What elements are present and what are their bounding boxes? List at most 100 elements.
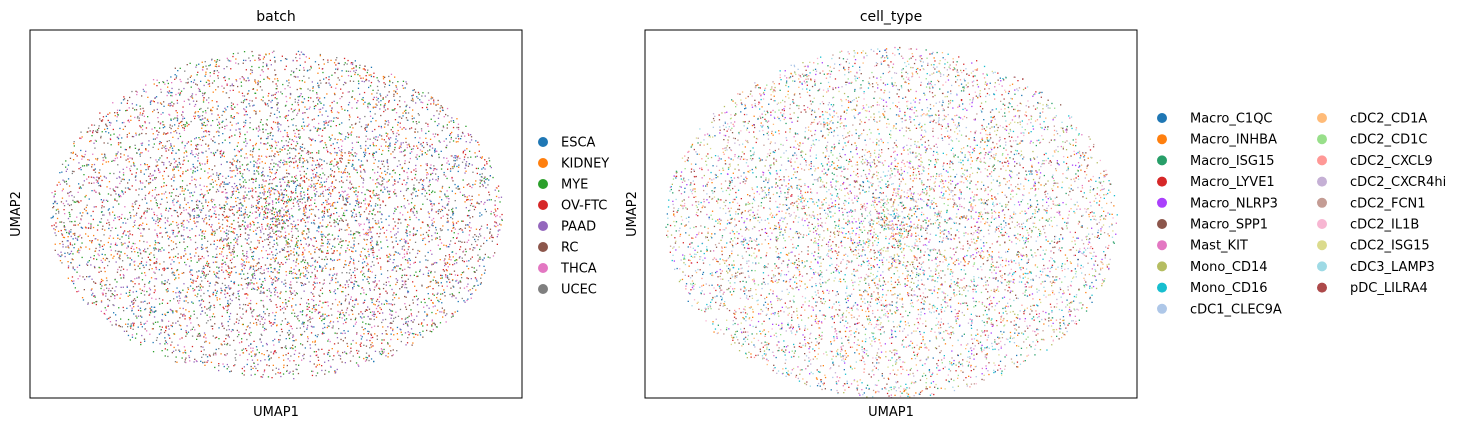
point-esca bbox=[425, 259, 427, 261]
point-paad bbox=[187, 202, 189, 204]
point-ov-ftc bbox=[272, 323, 274, 325]
point-ov-ftc bbox=[413, 145, 415, 147]
point-mye bbox=[281, 140, 283, 142]
point-kidney bbox=[268, 187, 270, 190]
point-rc bbox=[226, 342, 229, 345]
point-thca bbox=[283, 159, 285, 161]
point-thca bbox=[116, 157, 118, 159]
point-thca bbox=[364, 360, 367, 362]
point-mye bbox=[328, 233, 330, 235]
point-kidney bbox=[264, 162, 266, 164]
point-ucec bbox=[354, 71, 357, 74]
point-rc bbox=[242, 101, 244, 104]
point-rc bbox=[148, 175, 150, 177]
point-rc bbox=[287, 172, 290, 175]
point-esca bbox=[390, 310, 392, 312]
point-ov-ftc bbox=[287, 119, 289, 122]
point-thca bbox=[160, 213, 162, 215]
point-mye bbox=[180, 90, 183, 92]
point-ov-ftc bbox=[406, 274, 408, 276]
point-paad bbox=[71, 194, 73, 197]
point-ucec bbox=[217, 176, 219, 178]
point-kidney bbox=[272, 364, 274, 366]
point-esca bbox=[282, 194, 284, 196]
point-ov-ftc bbox=[160, 142, 162, 144]
point-rc bbox=[148, 228, 150, 230]
point-kidney bbox=[290, 267, 292, 269]
point-thca bbox=[185, 361, 187, 364]
point-rc bbox=[366, 239, 368, 241]
point-thca bbox=[443, 140, 445, 142]
point-ov-ftc bbox=[297, 164, 299, 167]
point-ucec bbox=[208, 97, 210, 99]
point-kidney bbox=[426, 172, 428, 174]
point-paad bbox=[309, 347, 312, 349]
point-rc bbox=[53, 206, 55, 208]
point-kidney bbox=[210, 233, 213, 236]
point-thca bbox=[497, 233, 499, 236]
point-thca bbox=[182, 116, 184, 118]
point-mye bbox=[274, 208, 277, 210]
point-paad bbox=[93, 142, 95, 144]
point-kidney bbox=[277, 371, 279, 374]
point-ucec bbox=[187, 302, 189, 304]
point-ov-ftc bbox=[369, 196, 372, 198]
point-thca bbox=[352, 258, 355, 260]
point-rc bbox=[252, 156, 254, 158]
point-paad bbox=[246, 142, 248, 145]
point-rc bbox=[168, 149, 170, 151]
point-mye bbox=[413, 206, 415, 208]
point-paad bbox=[284, 285, 287, 287]
point-paad bbox=[312, 138, 314, 140]
point-kidney bbox=[308, 251, 310, 253]
point-mye bbox=[234, 106, 236, 108]
point-thca bbox=[257, 130, 259, 132]
point-paad bbox=[330, 120, 332, 122]
point-kidney bbox=[203, 124, 205, 126]
point-esca bbox=[305, 274, 307, 276]
point-kidney bbox=[95, 158, 97, 160]
point-mye bbox=[120, 251, 122, 253]
point-thca bbox=[171, 95, 173, 97]
point-esca bbox=[440, 150, 442, 152]
point-ov-ftc bbox=[231, 191, 233, 193]
point-paad bbox=[355, 69, 357, 71]
point-mye bbox=[321, 292, 324, 295]
point-ucec bbox=[134, 203, 137, 205]
point-kidney bbox=[87, 159, 89, 161]
point-ov-ftc bbox=[131, 234, 134, 236]
point-esca bbox=[395, 251, 397, 253]
point-rc bbox=[229, 167, 231, 169]
point-rc bbox=[306, 340, 309, 343]
point-paad bbox=[412, 233, 415, 235]
point-mye bbox=[387, 150, 390, 152]
point-paad bbox=[420, 101, 422, 103]
point-ov-ftc bbox=[321, 365, 323, 367]
point-rc bbox=[405, 231, 407, 234]
point-ucec bbox=[130, 165, 132, 167]
point-thca bbox=[406, 144, 408, 146]
point-thca bbox=[322, 245, 324, 247]
point-ucec bbox=[295, 57, 297, 59]
point-thca bbox=[371, 311, 374, 313]
point-paad bbox=[500, 196, 503, 198]
point-mye bbox=[322, 302, 324, 304]
point-mye bbox=[302, 260, 304, 262]
point-thca bbox=[388, 121, 390, 124]
point-rc bbox=[244, 278, 246, 280]
point-ucec bbox=[196, 166, 199, 168]
point-kidney bbox=[212, 91, 214, 93]
point-mye bbox=[455, 259, 457, 261]
point-kidney bbox=[428, 212, 430, 215]
point-ov-ftc bbox=[263, 143, 265, 145]
point-paad bbox=[415, 102, 417, 104]
point-thca bbox=[372, 179, 374, 181]
point-rc bbox=[228, 248, 230, 250]
point-kidney bbox=[200, 285, 202, 287]
point-ucec bbox=[144, 194, 147, 197]
point-mye bbox=[255, 180, 257, 182]
point-ucec bbox=[138, 194, 140, 196]
point-thca bbox=[328, 187, 330, 189]
point-mye bbox=[276, 98, 278, 100]
point-paad bbox=[453, 263, 456, 265]
